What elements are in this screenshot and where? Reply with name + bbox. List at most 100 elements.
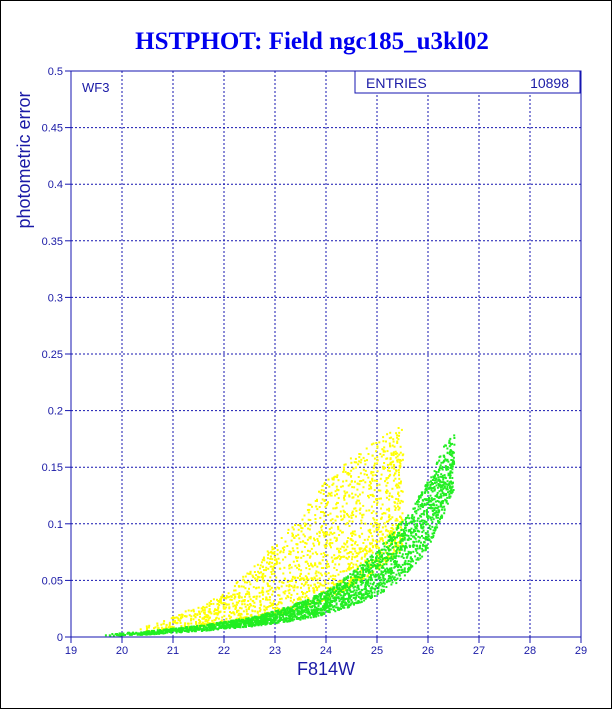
yellow-point (309, 555, 312, 558)
yellow-point (340, 581, 343, 584)
green-point (395, 563, 398, 566)
yellow-point (287, 589, 290, 592)
green-point (386, 579, 389, 582)
green-point (295, 617, 298, 620)
green-point (280, 618, 283, 621)
green-point (424, 537, 427, 540)
green-point (426, 481, 429, 484)
green-point (184, 626, 187, 629)
yellow-point (344, 588, 347, 591)
green-point (389, 535, 392, 538)
green-point (414, 562, 417, 565)
yellow-point (172, 621, 175, 623)
yellow-point (364, 463, 367, 466)
green-point (313, 613, 316, 616)
green-point (152, 631, 155, 634)
yellow-point (277, 594, 280, 597)
green-point (346, 589, 349, 592)
green-point (300, 601, 303, 604)
green-point (398, 568, 401, 571)
green-point (306, 603, 309, 606)
yellow-point (291, 526, 294, 529)
yellow-point (238, 612, 241, 615)
green-point (395, 528, 398, 531)
green-point (281, 609, 284, 612)
yellow-point (351, 534, 354, 537)
yellow-point (324, 572, 327, 575)
yellow-point (303, 546, 306, 548)
green-point (422, 521, 425, 524)
yellow-point (232, 612, 235, 614)
yellow-point (365, 509, 368, 512)
green-point (389, 570, 392, 573)
green-point (208, 623, 211, 626)
yellow-point (346, 514, 349, 517)
green-point (442, 461, 444, 464)
green-point (417, 499, 419, 502)
green-point (256, 622, 259, 625)
green-point (345, 589, 348, 592)
green-point (448, 482, 451, 485)
green-point (266, 612, 268, 615)
yellow-point (349, 580, 352, 583)
green-point (326, 590, 329, 593)
yellow-point (190, 615, 193, 618)
yellow-point (399, 526, 402, 529)
yellow-point (334, 563, 337, 566)
green-point (429, 528, 432, 531)
green-point (335, 586, 338, 589)
yellow-point (357, 476, 360, 478)
yellow-point (323, 584, 326, 587)
green-point (387, 577, 390, 580)
yellow-point (333, 578, 336, 581)
yellow-point (399, 536, 402, 539)
green-point (451, 485, 454, 488)
green-point (428, 486, 431, 489)
yellow-point (393, 474, 396, 477)
yellow-point (342, 546, 345, 549)
yellow-point (271, 561, 274, 564)
yellow-point (241, 603, 244, 606)
yellow-point (346, 557, 349, 560)
green-point (415, 533, 418, 536)
yellow-point (399, 445, 402, 448)
green-point (448, 473, 451, 476)
green-point (434, 495, 437, 498)
green-point (312, 597, 315, 600)
green-point (369, 576, 372, 579)
yellow-point (389, 542, 392, 545)
green-point (269, 622, 272, 625)
green-point (315, 602, 318, 605)
green-point (364, 596, 367, 599)
yellow-point (344, 492, 347, 495)
green-point (238, 623, 241, 625)
yellow-point (306, 562, 309, 565)
green-point (290, 608, 293, 611)
green-point (227, 620, 230, 623)
green-point (305, 605, 308, 608)
yellow-point (386, 508, 389, 511)
yellow-point (297, 524, 300, 526)
yellow-point (371, 551, 374, 554)
yellow-point (401, 458, 404, 461)
yellow-point (157, 627, 160, 630)
yellow-point (213, 613, 216, 616)
green-point (442, 494, 445, 497)
green-point (395, 573, 398, 576)
yellow-point (213, 619, 216, 622)
yellow-point (312, 578, 314, 581)
yellow-point (400, 480, 402, 483)
green-point (428, 526, 431, 529)
yellow-point (351, 486, 354, 489)
yellow-point (375, 524, 378, 527)
green-point (251, 616, 254, 619)
yellow-point (217, 617, 220, 620)
yellow-point (314, 521, 317, 524)
yellow-point (156, 622, 159, 625)
yellow-point (275, 604, 278, 607)
yellow-point (395, 483, 398, 486)
yellow-point (274, 588, 277, 591)
yellow-point (325, 544, 328, 547)
yellow-point (370, 472, 373, 475)
yellow-point (165, 626, 168, 629)
